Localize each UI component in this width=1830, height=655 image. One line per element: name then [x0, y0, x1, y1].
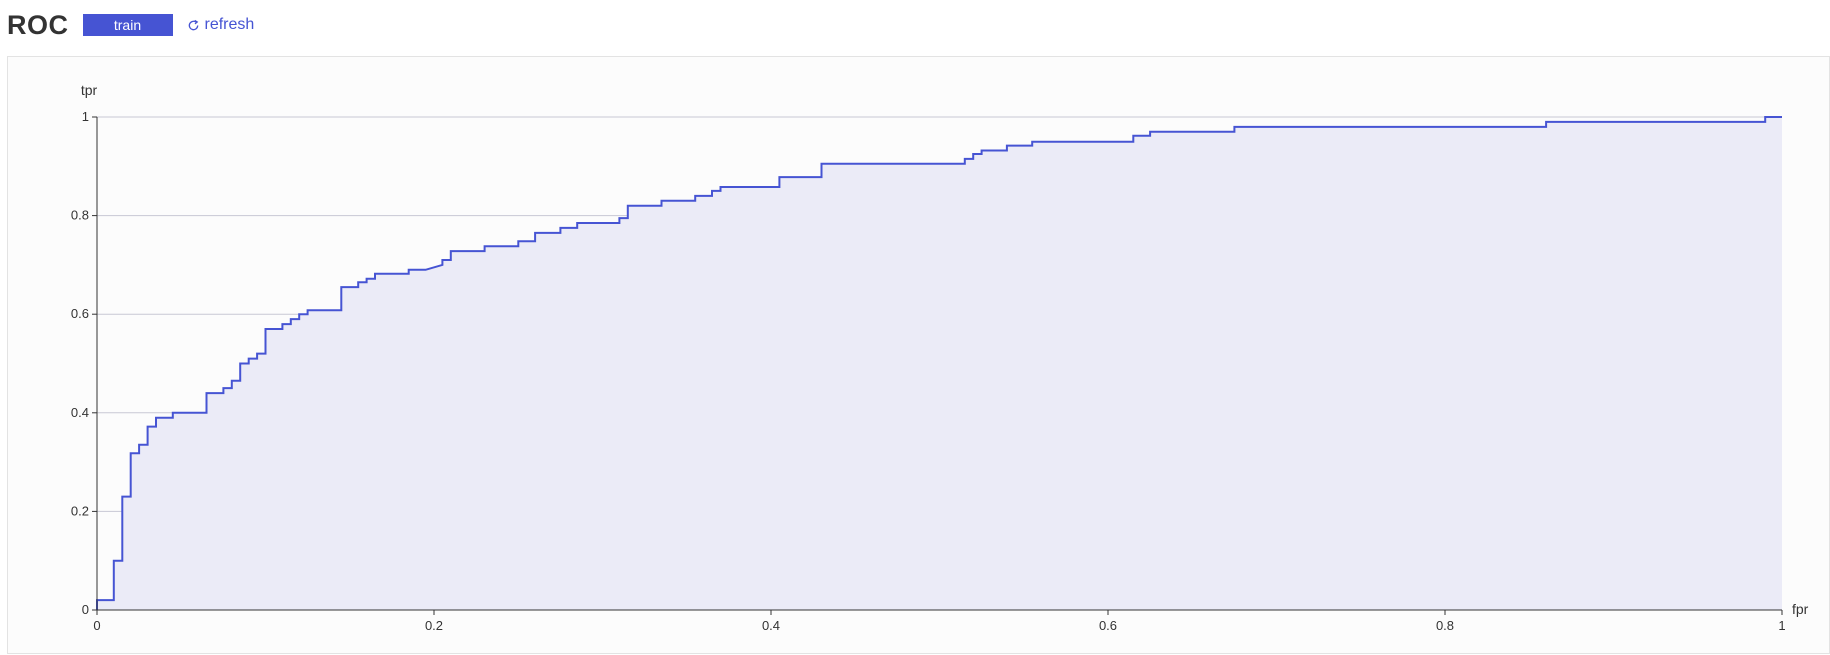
header: ROC train refresh: [7, 8, 254, 42]
page-title: ROC: [7, 9, 69, 40]
y-tick-label: 0.6: [71, 306, 89, 321]
chart-panel: 0 0.2 0.4 0.6 0.8 1 0 0.2 0.4 0.6 0.8 1 tpr fpr: [7, 56, 1830, 654]
tab-train[interactable]: train: [82, 14, 173, 36]
x-tick-label: 0.6: [1099, 618, 1117, 633]
axes: [92, 116, 1783, 615]
roc-line: [96, 116, 1782, 610]
x-tick-label: 0: [93, 618, 100, 633]
refresh-label: refresh: [204, 16, 255, 33]
roc-area: [97, 117, 1782, 610]
y-axis-label: tpr: [81, 82, 98, 98]
y-tick-label: 0.8: [71, 208, 89, 223]
x-tick-label: 0.8: [1436, 618, 1454, 633]
y-tick-label: 0: [82, 602, 89, 617]
x-tick-label: 1: [1778, 618, 1785, 633]
y-tick-label: 0.4: [71, 405, 89, 420]
x-tick-label: 0.2: [425, 618, 443, 633]
x-tick-label: 0.4: [762, 618, 780, 633]
roc-chart: 0 0.2 0.4 0.6 0.8 1 0 0.2 0.4 0.6 0.8 1 tpr fpr: [71, 82, 1809, 633]
refresh-icon: [188, 19, 198, 30]
refresh-button[interactable]: refresh: [187, 16, 255, 34]
x-axis-label: fpr: [1792, 601, 1809, 617]
y-tick-label: 0.2: [71, 503, 89, 518]
y-tick-label: 1: [82, 109, 89, 124]
x-tick-labels: 0 0.2 0.4 0.6 0.8 1: [93, 618, 1785, 633]
y-tick-labels: 0 0.2 0.4 0.6 0.8 1: [71, 109, 89, 617]
